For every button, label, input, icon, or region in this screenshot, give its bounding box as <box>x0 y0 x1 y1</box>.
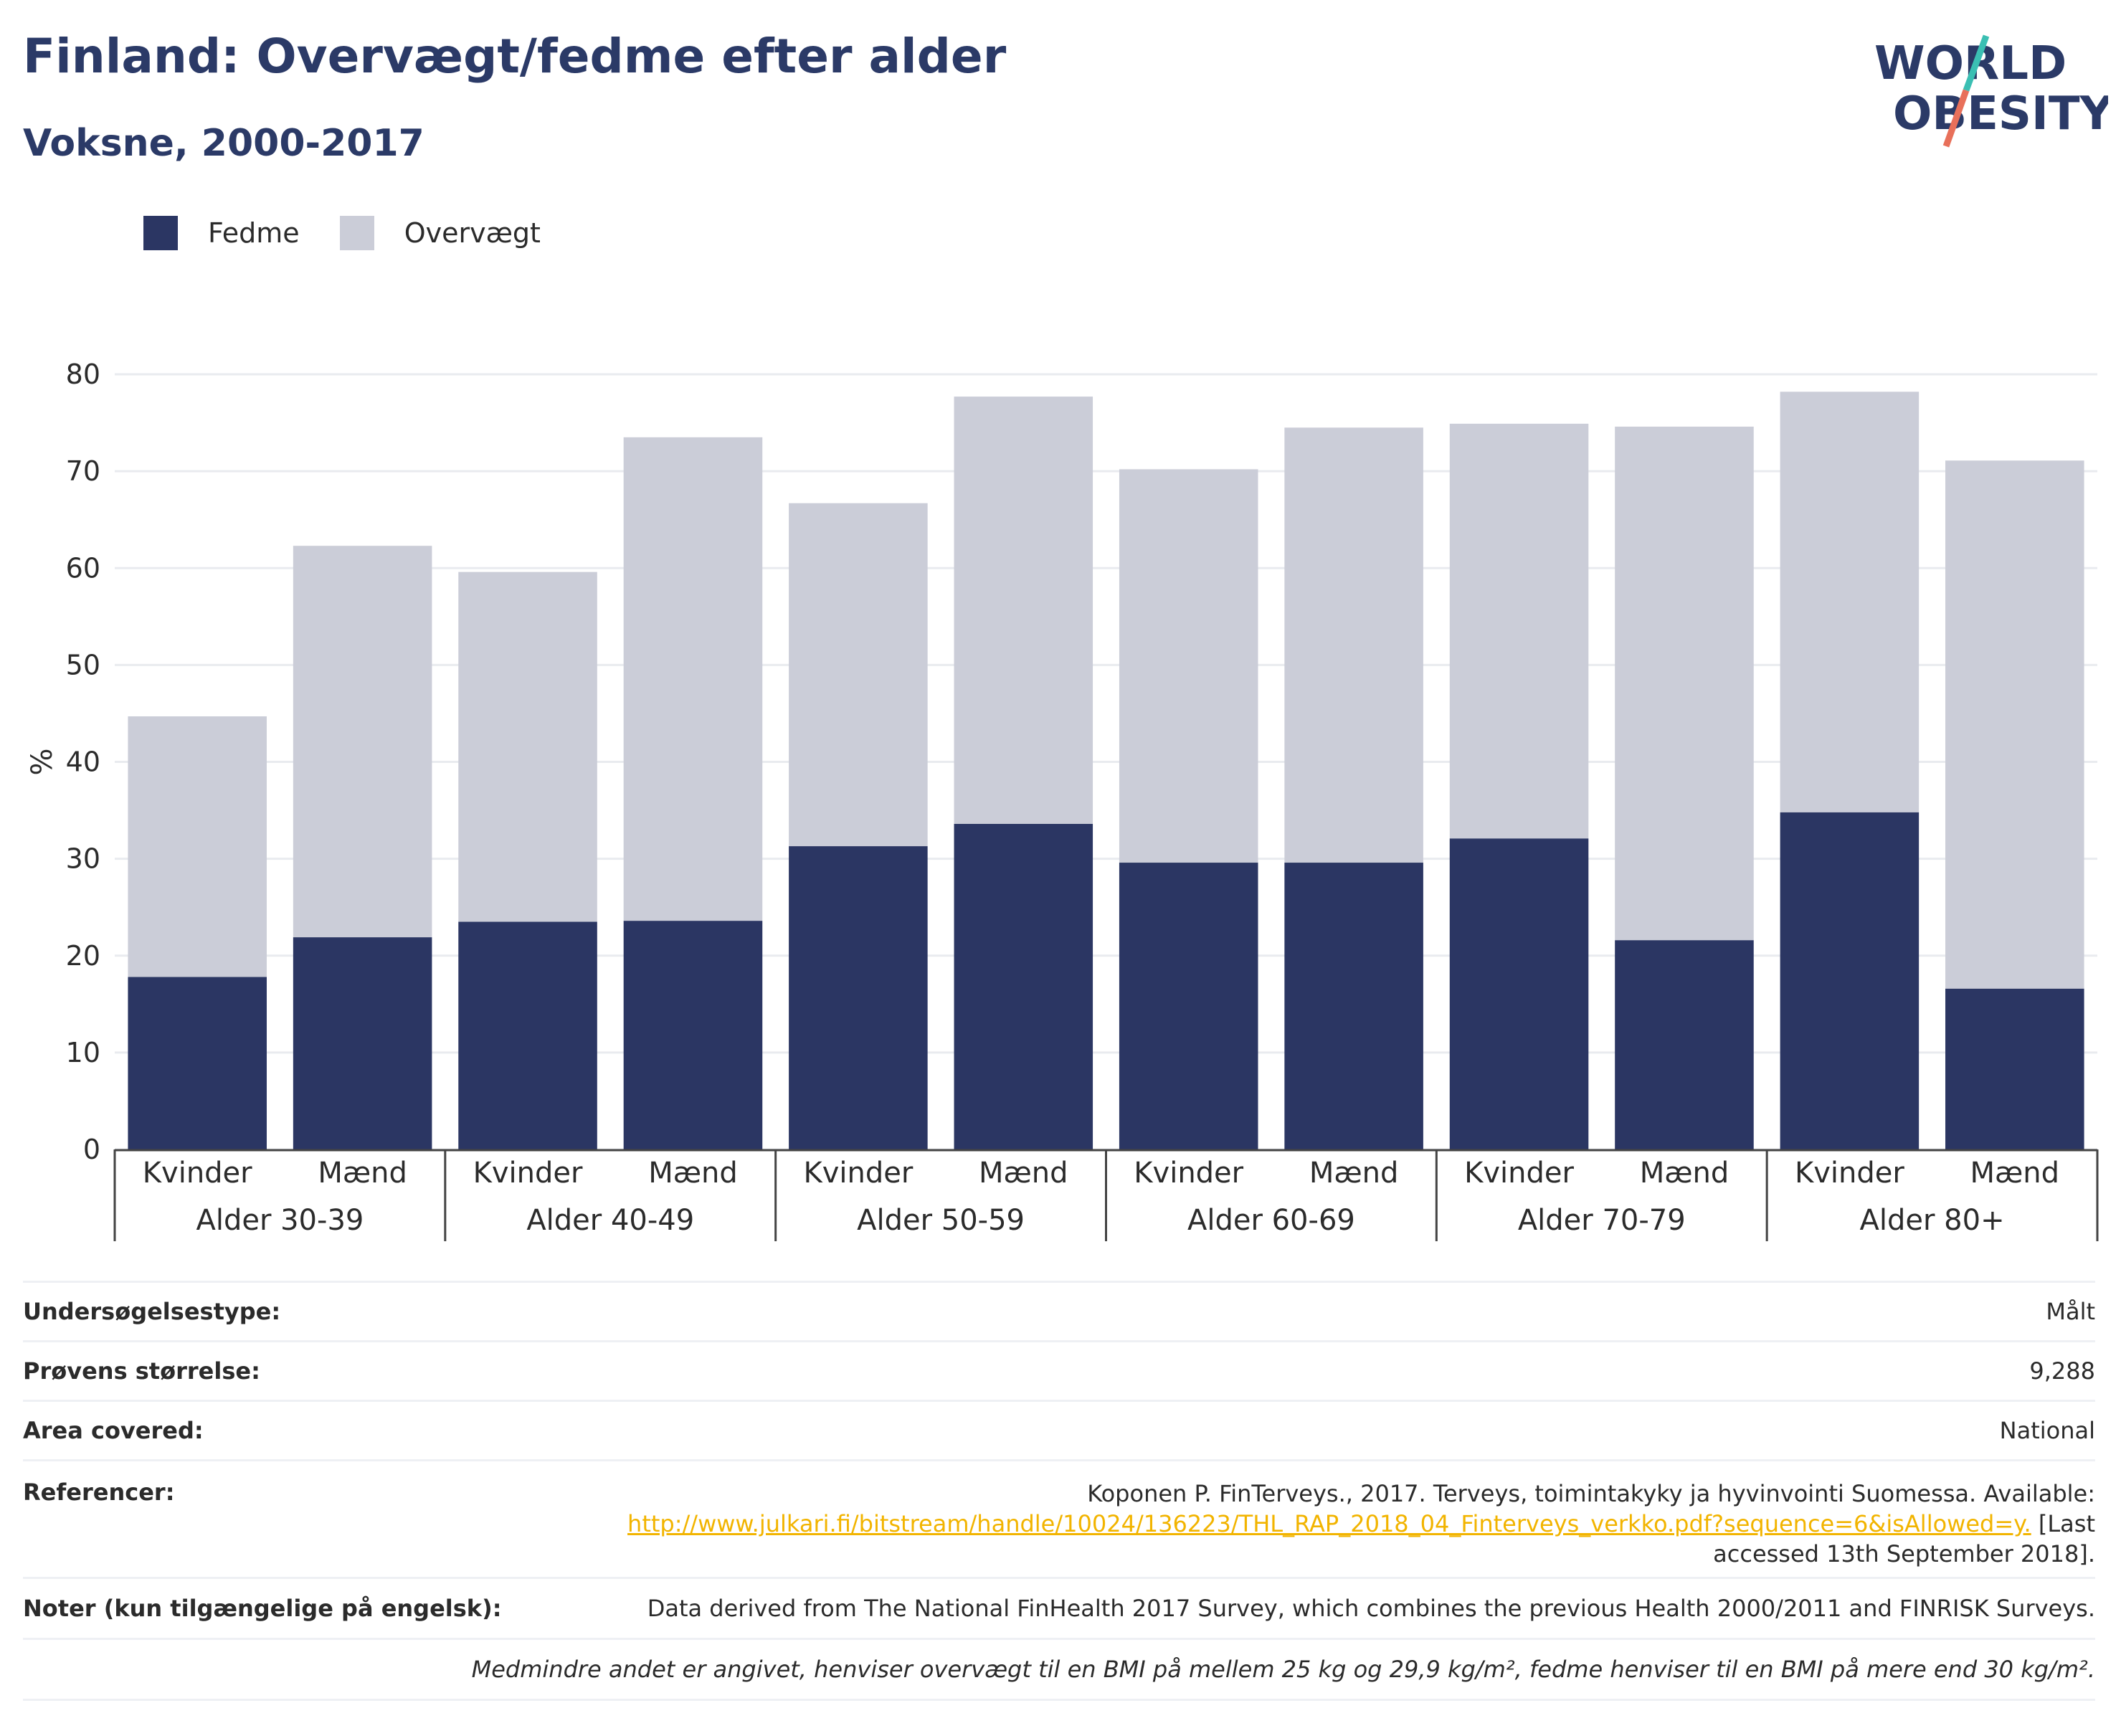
group-label: Alder 30-39 <box>196 1204 364 1237</box>
legend-swatch-overvaegt <box>339 216 374 250</box>
x-tick-label: Kvinder <box>1795 1157 1904 1190</box>
legend-swatch-fedme <box>143 216 178 250</box>
sample-size-value: 9,288 <box>2029 1357 2095 1385</box>
bar-overvaegt[interactable] <box>293 546 432 938</box>
group-label: Alder 50-59 <box>857 1204 1025 1237</box>
area-label: Area covered: <box>23 1417 204 1444</box>
bar-fedme[interactable] <box>1615 940 1754 1149</box>
info-row-notes: Noter (kun tilgængelige på engelsk): Dat… <box>23 1577 2095 1638</box>
references-link[interactable]: http://www.julkari.fi/bitstream/handle/1… <box>627 1510 2031 1537</box>
bar-fedme[interactable] <box>128 977 267 1149</box>
chart-legend: Fedme Overvægt <box>143 215 581 251</box>
x-tick-label: Kvinder <box>803 1157 913 1190</box>
info-row-survey-type: Undersøgelsestype: Målt <box>23 1281 2095 1340</box>
logo-obesity: OBESITY <box>1893 87 2108 141</box>
references-text-1: Koponen P. FinTerveys., 2017. Terveys, t… <box>1087 1480 2095 1507</box>
x-tick-label: Mænd <box>1970 1157 2060 1190</box>
bar-fedme[interactable] <box>1284 863 1423 1149</box>
bar-fedme[interactable] <box>1780 812 1920 1149</box>
x-tick-label: Kvinder <box>1464 1157 1574 1190</box>
references-value: Koponen P. FinTerveys., 2017. Terveys, t… <box>627 1479 2095 1569</box>
y-tick-label: 60 <box>66 552 100 584</box>
survey-type-value: Målt <box>2046 1298 2095 1325</box>
group-label: Alder 40-49 <box>526 1204 694 1237</box>
info-row-definition: Medmindre andet er angivet, henviser ove… <box>23 1638 2095 1701</box>
references-label: Referencer: <box>23 1479 175 1506</box>
survey-type-label: Undersøgelsestype: <box>23 1298 281 1325</box>
y-tick-label: 70 <box>66 455 100 487</box>
y-tick-label: 50 <box>66 649 100 680</box>
bar-fedme[interactable] <box>1945 988 2084 1149</box>
bar-fedme[interactable] <box>293 937 432 1149</box>
legend-label-overvaegt: Overvægt <box>404 217 541 249</box>
info-row-references: Referencer: Koponen P. FinTerveys., 2017… <box>23 1459 2095 1577</box>
logo-slash-red <box>1942 89 1970 148</box>
group-label: Alder 70-79 <box>1518 1204 1686 1237</box>
group-label: Alder 80+ <box>1860 1204 2005 1237</box>
world-obesity-logo: WORLD OBESITY <box>1874 34 2108 148</box>
bar-fedme[interactable] <box>623 921 763 1149</box>
page-title: Finland: Overvægt/fedme efter alder <box>23 29 1007 84</box>
x-tick-label: Mænd <box>648 1157 738 1190</box>
bar-overvaegt[interactable] <box>1284 427 1423 863</box>
x-tick-label: Mænd <box>979 1157 1068 1190</box>
sample-size-label: Prøvens størrelse: <box>23 1357 260 1385</box>
y-tick-label: 10 <box>66 1037 100 1068</box>
bar-overvaegt[interactable] <box>954 397 1093 824</box>
info-row-sample-size: Prøvens størrelse: 9,288 <box>23 1340 2095 1400</box>
bar-overvaegt[interactable] <box>1945 460 2084 989</box>
bar-overvaegt[interactable] <box>1615 426 1754 941</box>
legend-item-overvaegt[interactable]: Overvægt <box>339 216 541 250</box>
bar-fedme[interactable] <box>1449 838 1589 1149</box>
y-tick-label: 0 <box>83 1134 100 1165</box>
y-tick-label: 20 <box>66 940 100 972</box>
notes-label: Noter (kun tilgængelige på engelsk): <box>23 1595 502 1622</box>
page-subtitle: Voksne, 2000-2017 <box>23 122 424 165</box>
bar-fedme[interactable] <box>458 921 597 1149</box>
y-tick-label: 80 <box>66 359 100 390</box>
bar-overvaegt[interactable] <box>458 571 597 922</box>
stacked-bar-chart: 0 10 20 30 40 50 60 70 80% Kvinder Mænd Kvinder Mænd… <box>26 359 2099 1241</box>
references-text-2: [Last <box>2038 1510 2095 1537</box>
bar-overvaegt[interactable] <box>128 716 267 977</box>
bar-overvaegt[interactable] <box>623 437 763 921</box>
bar-overvaegt[interactable] <box>789 503 928 847</box>
bar-overvaegt[interactable] <box>1119 469 1258 863</box>
notes-value: Data derived from The National FinHealth… <box>647 1595 2095 1622</box>
legend-label-fedme: Fedme <box>208 217 300 249</box>
area-value: National <box>1999 1417 2095 1444</box>
legend-item-fedme[interactable]: Fedme <box>143 216 300 250</box>
bar-fedme[interactable] <box>954 823 1093 1149</box>
bar-fedme[interactable] <box>1119 863 1258 1149</box>
definition-text: Medmindre andet er angivet, henviser ove… <box>471 1656 2095 1683</box>
x-tick-label: Mænd <box>1309 1157 1399 1190</box>
y-axis-label: % <box>26 748 59 775</box>
x-tick-label: Mænd <box>1640 1157 1729 1190</box>
group-label: Alder 60-69 <box>1187 1204 1355 1237</box>
bar-overvaegt[interactable] <box>1449 423 1589 839</box>
info-row-area: Area covered: National <box>23 1400 2095 1459</box>
y-tick-label: 30 <box>66 843 100 875</box>
x-tick-label: Mænd <box>318 1157 407 1190</box>
info-table: Undersøgelsestype: Målt Prøvens størrels… <box>23 1281 2095 1701</box>
x-tick-label: Kvinder <box>473 1157 583 1190</box>
x-tick-label: Kvinder <box>1134 1157 1243 1190</box>
bar-fedme[interactable] <box>789 846 928 1149</box>
bar-overvaegt[interactable] <box>1780 392 1920 812</box>
y-tick-label: 40 <box>66 746 100 778</box>
x-tick-label: Kvinder <box>143 1157 252 1190</box>
logo-slash-teal <box>1963 34 1990 92</box>
references-text-3: accessed 13th September 2018]. <box>1713 1540 2095 1567</box>
